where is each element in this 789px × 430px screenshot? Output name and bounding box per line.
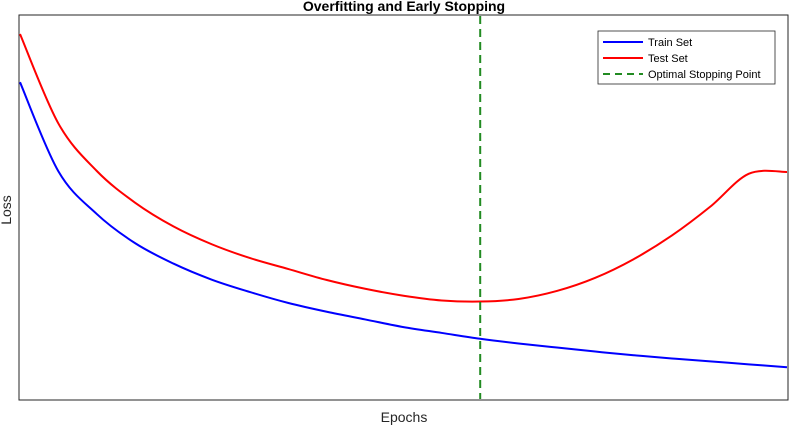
series-line-test-set xyxy=(19,33,788,303)
legend-label-train-set: Train Set xyxy=(648,37,692,49)
series-line-train-set xyxy=(19,81,788,369)
legend-label-optimal-stopping-point: Optimal Stopping Point xyxy=(648,69,761,81)
legend: Train Set Test Set Optimal Stopping Poin… xyxy=(597,30,776,85)
x-axis-label: Epochs xyxy=(381,409,428,425)
series-layer xyxy=(19,33,788,369)
y-axis-label: Loss xyxy=(0,195,14,225)
chart-title: Overfitting and Early Stopping xyxy=(303,0,505,14)
legend-label-test-set: Test Set xyxy=(648,53,688,65)
